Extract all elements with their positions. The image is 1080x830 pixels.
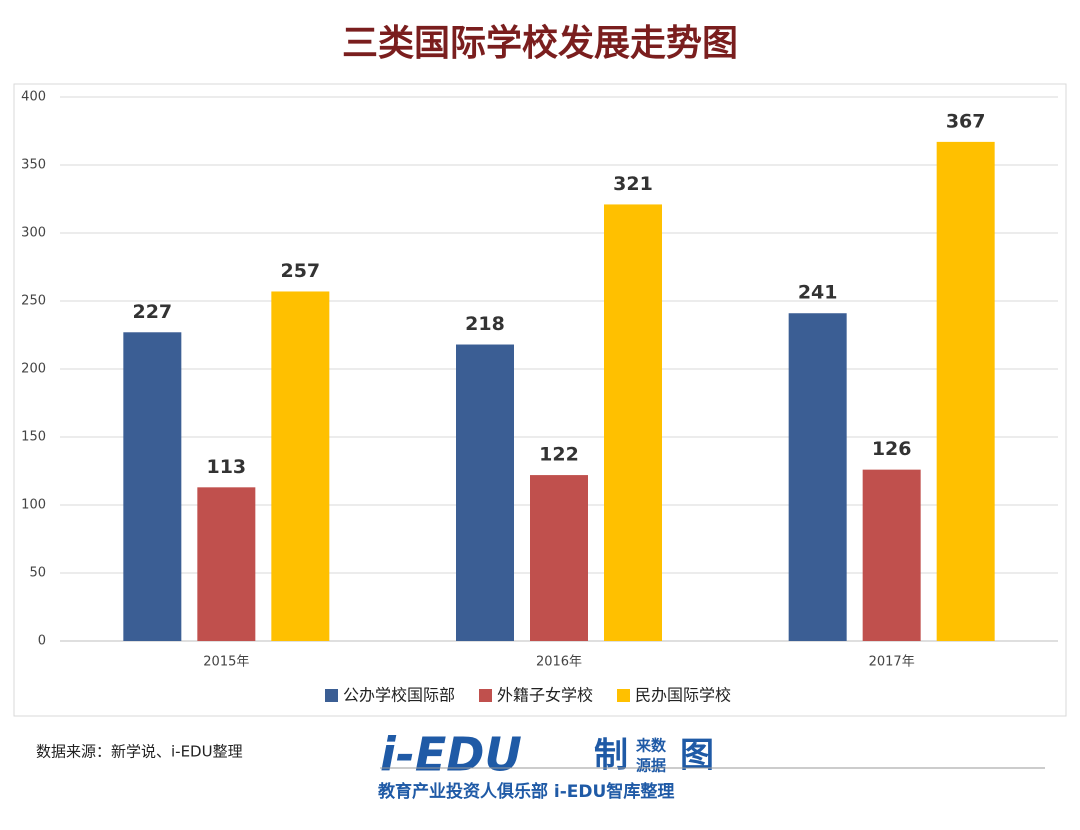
bar [123, 332, 182, 641]
y-tick-label: 0 [38, 634, 46, 649]
bar [788, 313, 847, 641]
bar [271, 291, 330, 641]
bar [456, 344, 514, 641]
chart-frame [13, 83, 1067, 717]
y-tick-label: 400 [21, 90, 46, 105]
y-tick-label: 150 [21, 430, 46, 445]
logo-brand: i-EDU [380, 728, 522, 782]
logo-chart: 图 [680, 736, 714, 776]
value-label: 367 [946, 110, 986, 132]
y-tick-label: 200 [21, 362, 46, 377]
value-label: 241 [798, 282, 838, 304]
y-tick-label: 350 [21, 158, 46, 173]
value-label: 321 [613, 173, 653, 195]
x-tick-label: 2017年 [869, 655, 915, 670]
bar [530, 475, 588, 641]
legend-label: 民办国际学校 [635, 686, 731, 705]
value-label: 257 [280, 260, 320, 282]
bar [936, 141, 995, 641]
value-label: 122 [539, 444, 579, 466]
logo-top: 来数 [635, 737, 667, 755]
logo-bottom: 源据 [636, 757, 666, 775]
legend-swatch [325, 689, 338, 702]
legend-swatch [617, 689, 630, 702]
legend-label: 外籍子女学校 [497, 686, 593, 705]
bar [862, 469, 921, 641]
legend-label: 公办学校国际部 [343, 686, 455, 705]
legend-swatch [479, 689, 492, 702]
y-tick-label: 300 [21, 226, 46, 241]
bar [197, 487, 256, 641]
y-tick-label: 50 [29, 566, 46, 581]
logo-made: 制 [594, 736, 628, 776]
value-label: 227 [132, 301, 172, 323]
value-label: 113 [206, 456, 246, 478]
x-tick-label: 2015年 [203, 655, 249, 670]
logo-tagline: 教育产业投资人俱乐部 i-EDU智库整理 [377, 781, 674, 802]
value-label: 218 [465, 313, 505, 335]
bar [604, 204, 662, 641]
x-tick-label: 2016年 [536, 655, 582, 670]
chart-title: 三类国际学校发展走势图 [342, 22, 738, 64]
y-tick-label: 100 [21, 498, 46, 513]
y-tick-label: 250 [21, 294, 46, 309]
source-note: 数据来源：新学说、i-EDU整理 [36, 743, 243, 761]
value-label: 126 [872, 438, 912, 460]
